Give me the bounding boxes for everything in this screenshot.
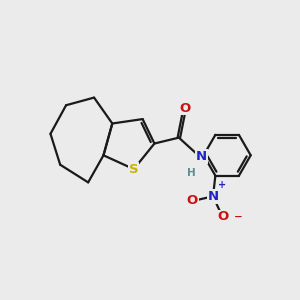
Text: O: O bbox=[187, 194, 198, 207]
Text: N: N bbox=[207, 190, 219, 203]
Text: H: H bbox=[187, 168, 196, 178]
Text: S: S bbox=[129, 163, 139, 176]
Text: +: + bbox=[218, 179, 226, 190]
Text: N: N bbox=[196, 150, 207, 163]
Text: O: O bbox=[218, 210, 229, 224]
Text: −: − bbox=[234, 212, 242, 222]
Text: O: O bbox=[179, 102, 190, 115]
